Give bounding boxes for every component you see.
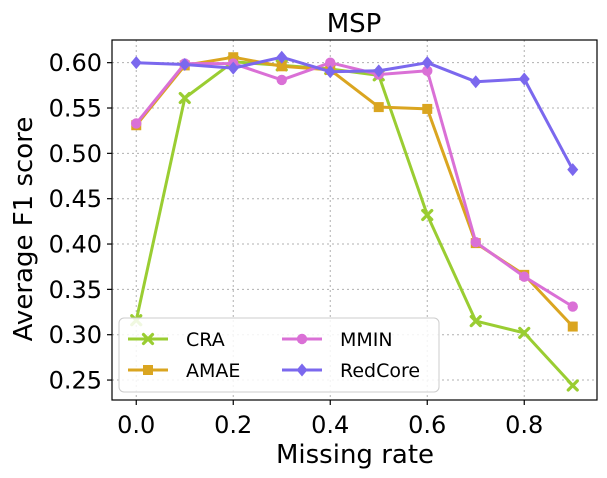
- y-tick-label: 0.50: [49, 140, 102, 168]
- x-axis-label: Missing rate: [276, 440, 434, 470]
- legend-item-mmin: MMIN: [282, 329, 393, 351]
- legend-label-cra: CRA: [186, 329, 225, 351]
- data-point-redcore: [421, 56, 433, 70]
- y-tick-label: 0.55: [49, 95, 102, 123]
- data-point-cra-stroke: [421, 208, 434, 222]
- x-tick-label: 0.6: [408, 411, 446, 439]
- data-point-mmin: [131, 118, 142, 129]
- x-tick-label: 0.2: [214, 411, 252, 439]
- data-point-cra: [469, 315, 482, 328]
- data-point-cra: [421, 208, 434, 222]
- data-point-redcore: [373, 64, 385, 78]
- y-tick-label: 0.40: [49, 231, 102, 259]
- axis-ticks: 0.0 0.2 0.4 0.6 0.8 0.25 0.30 0.35 0.40 0.45 0.50 0…: [49, 49, 544, 439]
- data-point-amae: [422, 103, 433, 114]
- y-tick-label: 0.45: [49, 185, 102, 213]
- data-point-cra-stroke: [469, 315, 482, 328]
- legend-marker-amae: [143, 365, 153, 375]
- data-point-mmin: [325, 57, 336, 68]
- data-point-redcore: [567, 163, 579, 177]
- legend-label-redcore: RedCore: [340, 360, 420, 382]
- legend-item-cra: CRA: [128, 329, 225, 351]
- y-axis-label: Average F1 score: [9, 117, 39, 342]
- legend-label-mmin: MMIN: [340, 329, 393, 351]
- legend-marker-mmin: [296, 333, 308, 345]
- data-point-cra: [518, 326, 531, 339]
- chart-title: MSP: [327, 9, 382, 39]
- series-layer: [130, 50, 579, 392]
- data-point-redcore: [470, 75, 482, 89]
- legend-marker-cra-stroke: [141, 332, 155, 346]
- data-point-cra: [566, 379, 579, 392]
- data-point-amae: [373, 102, 384, 113]
- data-point-mmin: [519, 271, 530, 282]
- data-point-mmin: [422, 65, 433, 77]
- legend-marker-redcore: [296, 363, 308, 377]
- series-line-redcore: [136, 55, 575, 171]
- legend-marker-cra: [141, 332, 155, 346]
- data-point-mmin: [567, 301, 578, 312]
- y-tick-label: 0.35: [49, 276, 102, 304]
- data-point-redcore: [324, 65, 336, 79]
- series-line-amae: [135, 55, 574, 328]
- data-point-cra-stroke: [518, 326, 531, 339]
- legend: CRA AMAE MMIN RedCore: [118, 317, 440, 393]
- y-tick-label: 0.30: [49, 321, 102, 349]
- series-redcore: [130, 50, 579, 177]
- data-point-amae: [228, 52, 239, 63]
- data-point-mmin: [276, 74, 287, 86]
- data-point-mmin: [470, 237, 481, 248]
- data-point-cra: [178, 91, 191, 105]
- data-point-cra-stroke: [178, 91, 191, 105]
- data-point-cra-stroke: [566, 379, 579, 392]
- series-mmin: [131, 57, 578, 312]
- data-point-amae: [567, 321, 578, 332]
- plot-frame: [111, 39, 598, 401]
- data-point-redcore: [179, 57, 191, 71]
- x-tick-label: 0.0: [117, 411, 155, 439]
- series-line-mmin: [135, 61, 574, 308]
- legend-item-redcore: RedCore: [282, 360, 420, 382]
- y-tick-label: 0.60: [49, 49, 102, 77]
- legend-item-amae: AMAE: [128, 360, 240, 382]
- x-tick-label: 0.4: [311, 411, 349, 439]
- legend-label-amae: AMAE: [186, 360, 240, 382]
- data-point-amae: [276, 61, 287, 72]
- data-point-redcore: [227, 61, 239, 75]
- data-point-redcore: [276, 50, 288, 64]
- data-point-redcore: [518, 72, 530, 86]
- data-point-redcore: [130, 56, 142, 70]
- x-tick-label: 0.8: [505, 411, 543, 439]
- legend-box: [118, 317, 440, 393]
- y-tick-label: 0.25: [49, 367, 102, 395]
